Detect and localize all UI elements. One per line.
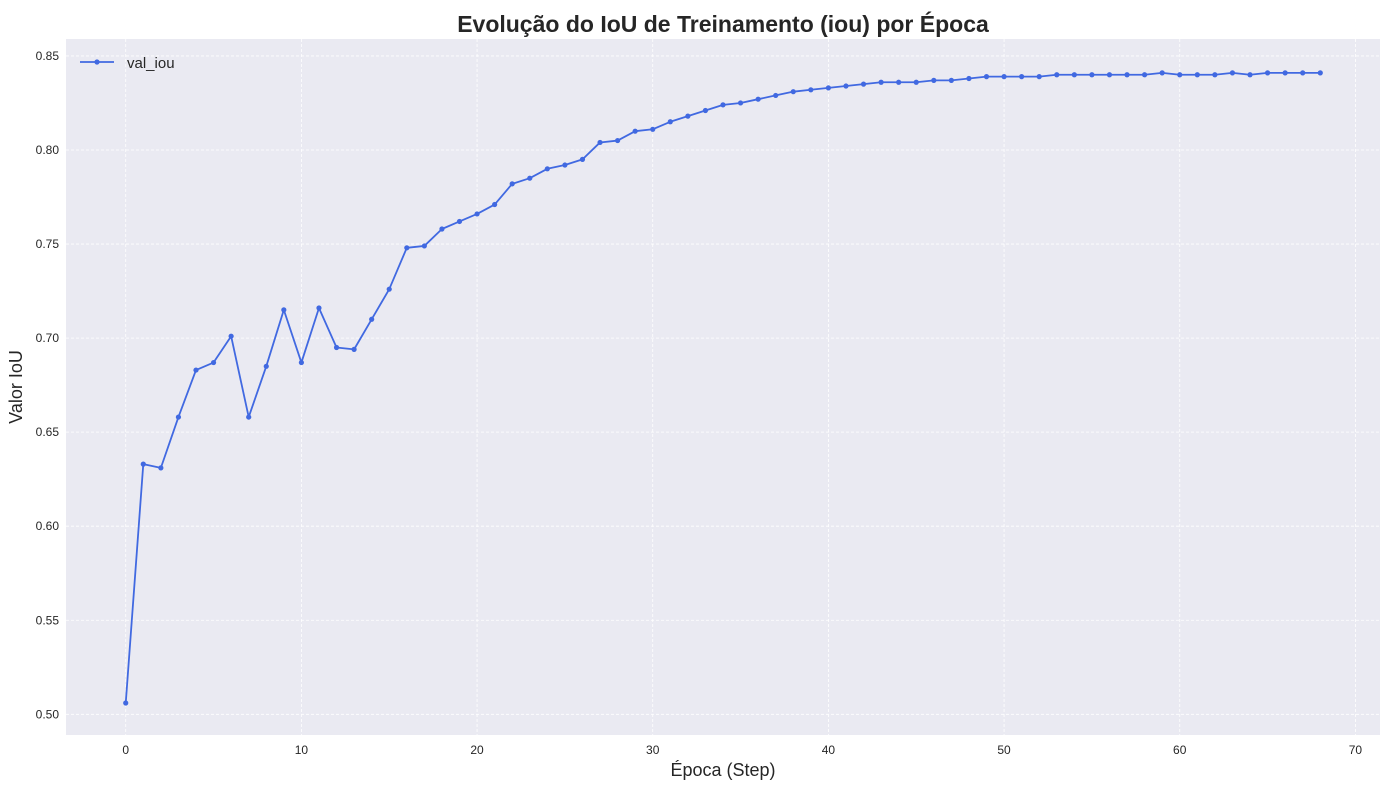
data-point [1036,74,1042,80]
data-point [632,128,638,134]
x-tick-label: 30 [646,743,660,757]
y-tick-label: 0.65 [36,425,60,439]
data-point [228,333,234,339]
data-point [1001,74,1007,80]
data-point [614,137,621,144]
data-point [1071,72,1077,78]
data-point [860,81,867,87]
y-tick-label: 0.55 [36,613,60,627]
legend-label: val_iou [127,55,175,72]
data-point [1124,72,1130,78]
data-point [948,77,954,83]
data-point [1264,70,1271,76]
data-point [966,75,972,82]
data-point [175,414,182,420]
data-point [983,74,990,80]
data-point [158,465,164,471]
y-axis-label: Valor IoU [6,350,26,424]
data-point [755,96,761,102]
data-point [597,139,603,146]
data-point [720,102,726,108]
data-point [579,156,586,162]
data-point [123,700,129,706]
x-tick-label: 40 [822,743,836,757]
tick-labels: 0 10 20 30 40 50 60 70 0.50 0.55 0.60 0.65 0.70 0.75 0… [36,49,1363,757]
data-point [333,344,340,351]
data-point [439,226,445,232]
data-point [351,346,357,352]
y-tick-label: 0.70 [36,331,60,345]
data-point [773,92,779,99]
data-point [931,77,937,83]
data-point [386,286,392,292]
data-point [1212,72,1218,78]
data-point [1142,72,1148,78]
data-point [1177,72,1183,78]
data-point [281,307,287,313]
data-point [298,359,304,366]
data-point [1089,72,1095,78]
x-tick-label: 0 [122,743,129,757]
data-point [1019,74,1025,80]
data-point [404,245,410,251]
data-point [878,79,884,85]
data-point [1229,70,1236,76]
data-point [210,359,217,366]
data-point [421,243,427,249]
data-point [808,87,814,93]
data-point [825,85,832,91]
data-point [369,316,375,322]
data-point [474,211,480,217]
x-axis-label: Época (Step) [670,760,775,780]
x-tick-label: 10 [295,743,309,757]
data-point [896,79,902,85]
data-point [1106,72,1113,78]
y-tick-label: 0.75 [36,237,60,251]
legend-marker [94,59,100,65]
data-point [650,126,656,132]
x-tick-label: 20 [470,743,484,757]
data-point [667,119,673,125]
data-point [913,79,919,85]
data-point [140,461,146,467]
data-point [263,363,269,369]
data-point [544,166,550,172]
plot-area [66,39,1380,735]
y-tick-label: 0.50 [36,707,60,721]
x-tick-label: 70 [1349,743,1363,757]
x-tick-label: 50 [997,743,1011,757]
data-point [1247,72,1253,78]
y-tick-label: 0.85 [36,49,60,63]
data-point [685,113,691,119]
data-point [316,305,322,311]
data-point [527,175,533,181]
data-point [737,100,744,106]
data-point [562,162,568,168]
data-point [246,414,252,420]
y-tick-label: 0.80 [36,143,60,157]
data-point [1054,72,1060,78]
data-point [843,83,849,89]
y-tick-label: 0.60 [36,519,60,533]
grid-lines [66,39,1380,735]
data-point [702,107,709,114]
chart-title: Evolução do IoU de Treinamento (iou) por… [457,10,989,37]
data-point [1300,70,1306,76]
data-point [193,367,199,373]
data-point [1194,72,1200,78]
data-point [1317,70,1323,76]
data-point [1159,70,1165,76]
x-tick-label: 60 [1173,743,1187,757]
data-point [492,201,498,208]
data-point [509,181,515,187]
data-point [1282,70,1288,76]
legend: val_iou [80,55,175,72]
data-point [790,89,796,95]
data-point [456,218,463,225]
series-layer [123,70,1323,706]
